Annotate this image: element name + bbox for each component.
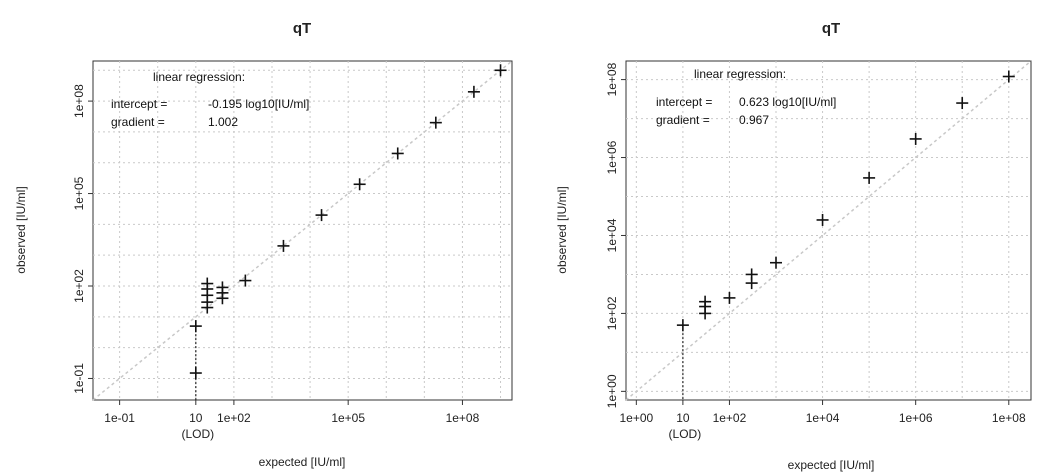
- data-point: [216, 281, 229, 294]
- data-point: [353, 178, 366, 191]
- data-point: [429, 116, 442, 129]
- x-tick-label: 10: [676, 411, 690, 425]
- x-tick-sublabel: (LOD): [669, 427, 702, 441]
- data-point: [467, 85, 480, 98]
- y-tick-label: 1e+02: [605, 296, 619, 330]
- gradient-value: 1.002: [208, 115, 238, 129]
- data-point: [723, 291, 736, 304]
- x-tick-label: 10: [189, 411, 203, 425]
- y-tick-label: 1e+08: [605, 62, 619, 96]
- y-tick-label: 1e-01: [72, 363, 86, 394]
- x-ticks: 1e-01 1e+02 1e+05 1e+08 10 (LOD): [104, 400, 480, 441]
- intercept-label: intercept =: [656, 95, 712, 109]
- x-tick-label: 1e+08: [992, 411, 1026, 425]
- chart-title: qT: [822, 20, 840, 37]
- intercept-label: intercept =: [111, 97, 167, 111]
- plot-frame: [92, 60, 513, 401]
- data-point: [770, 256, 783, 269]
- x-tick-label: 1e+00: [619, 411, 653, 425]
- data-point: [494, 64, 507, 77]
- gradient-label: gradient =: [656, 113, 710, 127]
- x-tick-label: 1e+08: [446, 411, 480, 425]
- x-tick-sublabel: (LOD): [181, 427, 214, 441]
- regression-annotation: linear regression: intercept = -0.195 lo…: [111, 70, 309, 129]
- y-tick-label: 1e+04: [605, 218, 619, 252]
- y-tick-label: 1e+02: [72, 269, 86, 303]
- x-ticks: 1e+00 1e+02 1e+04 1e+06 1e+08 10 (LOD): [619, 400, 1026, 441]
- x-tick-label: 1e+04: [806, 411, 840, 425]
- annotation-heading: linear regression:: [694, 67, 786, 81]
- identity-line: [625, 60, 1032, 401]
- y-tick-label: 1e+08: [72, 84, 86, 118]
- x-tick-label: 1e+02: [713, 411, 747, 425]
- grid: [93, 61, 512, 400]
- data-point: [863, 171, 876, 184]
- x-axis-label: expected [IU/ml]: [788, 458, 875, 472]
- data-point: [1002, 70, 1015, 83]
- x-tick-label: 1e+02: [217, 411, 251, 425]
- data-point: [315, 209, 328, 222]
- gradient-value: 0.967: [739, 113, 769, 127]
- regression-annotation: linear regression: intercept = 0.623 log…: [656, 67, 836, 127]
- y-axis-label: observed [IU/ml]: [555, 186, 569, 273]
- x-tick-label: 1e+06: [899, 411, 933, 425]
- data-point: [189, 320, 202, 333]
- data-point: [277, 239, 290, 252]
- data-point: [956, 97, 969, 110]
- x-tick-label: 1e+05: [331, 411, 365, 425]
- data-point: [189, 367, 202, 380]
- grid: [626, 61, 1031, 400]
- x-tick-label: 1e-01: [104, 411, 135, 425]
- data-point: [676, 319, 689, 332]
- y-tick-label: 1e+06: [605, 140, 619, 174]
- data-point: [239, 274, 252, 287]
- x-axis-label: expected [IU/ml]: [259, 455, 346, 469]
- y-axis-label: observed [IU/ml]: [14, 186, 28, 273]
- data-point: [201, 277, 214, 290]
- y-ticks: 1e+00 1e+02 1e+04 1e+06 1e+08: [605, 62, 626, 408]
- data-point: [699, 295, 712, 308]
- gradient-label: gradient =: [111, 115, 165, 129]
- chart-title: qT: [293, 20, 311, 37]
- data-point: [745, 268, 758, 281]
- data-point: [816, 213, 829, 226]
- data-points: [189, 64, 507, 380]
- intercept-value: 0.623 log10[IU/ml]: [739, 95, 836, 109]
- y-tick-label: 1e+00: [605, 374, 619, 408]
- y-tick-label: 1e+05: [72, 176, 86, 210]
- data-point: [391, 147, 404, 160]
- annotation-heading: linear regression:: [153, 70, 245, 84]
- intercept-value: -0.195 log10[IU/ml]: [208, 97, 309, 111]
- data-point: [909, 132, 922, 145]
- data-points: [676, 70, 1015, 332]
- y-ticks: 1e-01 1e+02 1e+05 1e+08: [72, 84, 93, 394]
